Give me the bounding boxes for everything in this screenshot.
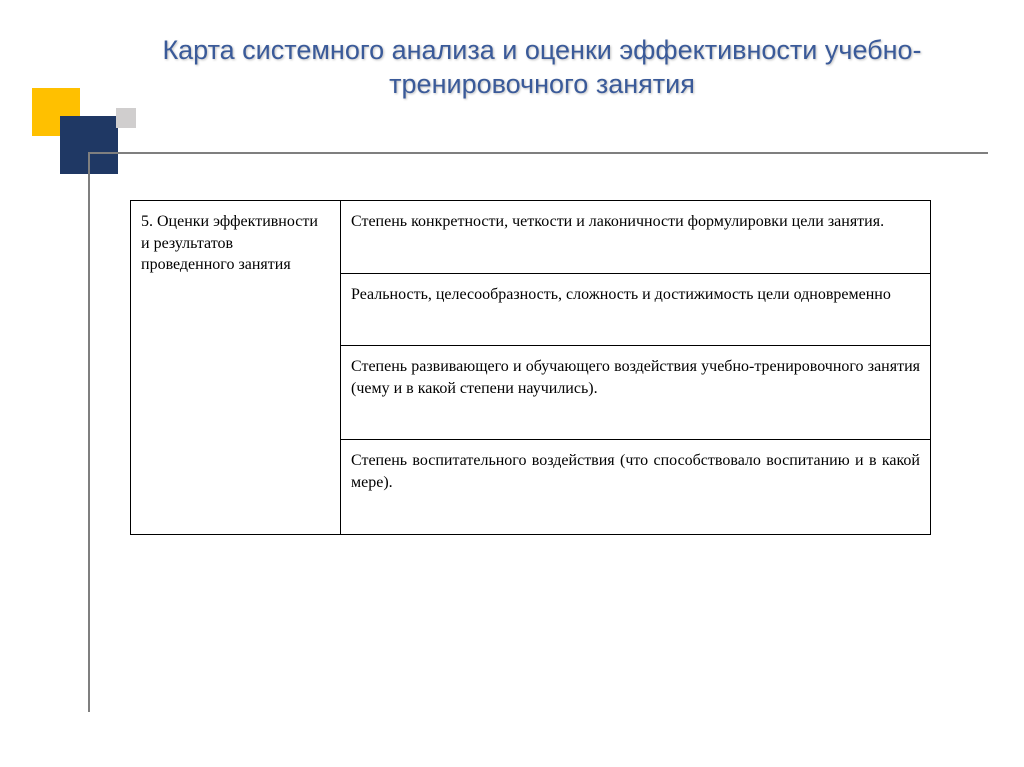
description-cell: Степень развивающего и обучающего воздей… [341, 346, 931, 440]
slide-title: Карта системного анализа и оценки эффект… [120, 34, 964, 102]
slide: Карта системного анализа и оценки эффект… [0, 0, 1024, 767]
divider-vertical [88, 152, 90, 712]
accent-square-gray [116, 108, 136, 128]
description-cell: Степень конкретности, четкости и лаконич… [341, 201, 931, 274]
table-row: 5. Оценки эффективности и результатов пр… [131, 201, 931, 274]
criterion-cell: 5. Оценки эффективности и результатов пр… [131, 201, 341, 535]
description-cell: Степень воспитательного воздействия (что… [341, 440, 931, 534]
description-cell: Реальность, целесообразность, сложность … [341, 273, 931, 346]
divider-horizontal [88, 152, 988, 154]
evaluation-table: 5. Оценки эффективности и результатов пр… [130, 200, 930, 535]
